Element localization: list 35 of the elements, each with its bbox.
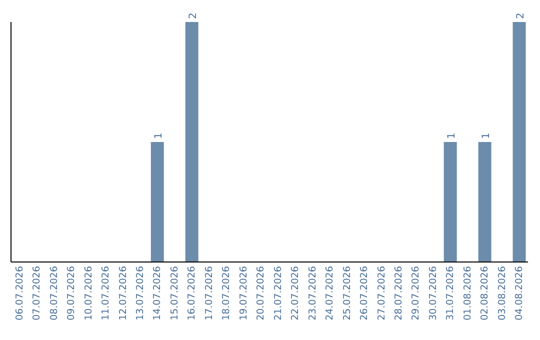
x-tick-label: 23.07.2026 bbox=[307, 266, 318, 320]
data-label: 2 bbox=[515, 12, 526, 19]
x-tick-label: 18.07.2026 bbox=[221, 266, 232, 320]
x-tick-label: 02.08.2026 bbox=[480, 266, 491, 320]
x-tick-label: 01.08.2026 bbox=[462, 266, 474, 320]
x-tick-label: 06.07.2026 bbox=[14, 266, 26, 320]
x-tick-label: 04.08.2026 bbox=[514, 266, 526, 320]
x-tick-label: 16.07.2026 bbox=[186, 266, 198, 320]
x-tick-label: 14.07.2026 bbox=[152, 266, 164, 320]
x-tick-label: 27.07.2026 bbox=[376, 266, 388, 320]
x-tick-label: 15.07.2026 bbox=[169, 266, 180, 320]
x-tick-label: 07.07.2026 bbox=[32, 266, 43, 320]
x-tick-label: 29.07.2026 bbox=[410, 266, 422, 320]
x-tick-label: 22.07.2026 bbox=[290, 266, 302, 320]
x-tick-label: 25.07.2026 bbox=[342, 266, 353, 320]
x-tick-label: 24.07.2026 bbox=[324, 266, 336, 320]
x-tick-label: 20.07.2026 bbox=[256, 266, 267, 320]
x-tick-label: 31.07.2026 bbox=[445, 266, 456, 320]
x-tick-label: 08.07.2026 bbox=[48, 266, 60, 320]
x-tick-label: 21.07.2026 bbox=[272, 266, 284, 320]
x-tick-label: 11.07.2026 bbox=[100, 266, 112, 320]
x-tick-label: 12.07.2026 bbox=[118, 266, 129, 320]
x-tick-label: 13.07.2026 bbox=[134, 266, 146, 320]
data-label: 1 bbox=[480, 132, 492, 139]
data-label: 1 bbox=[446, 132, 458, 139]
x-tick-label: 26.07.2026 bbox=[359, 266, 370, 320]
data-label: 1 bbox=[153, 132, 164, 139]
x-tick-label: 17.07.2026 bbox=[204, 266, 215, 320]
x-tick-label: 03.08.2026 bbox=[496, 266, 508, 320]
x-tick-label: 30.07.2026 bbox=[428, 266, 439, 320]
x-tick-label: 09.07.2026 bbox=[66, 266, 78, 320]
x-tick-label: 28.07.2026 bbox=[393, 266, 404, 320]
x-tick-label: 10.07.2026 bbox=[83, 266, 94, 320]
data-label: 2 bbox=[188, 12, 199, 19]
x-tick-label: 19.07.2026 bbox=[238, 266, 250, 320]
